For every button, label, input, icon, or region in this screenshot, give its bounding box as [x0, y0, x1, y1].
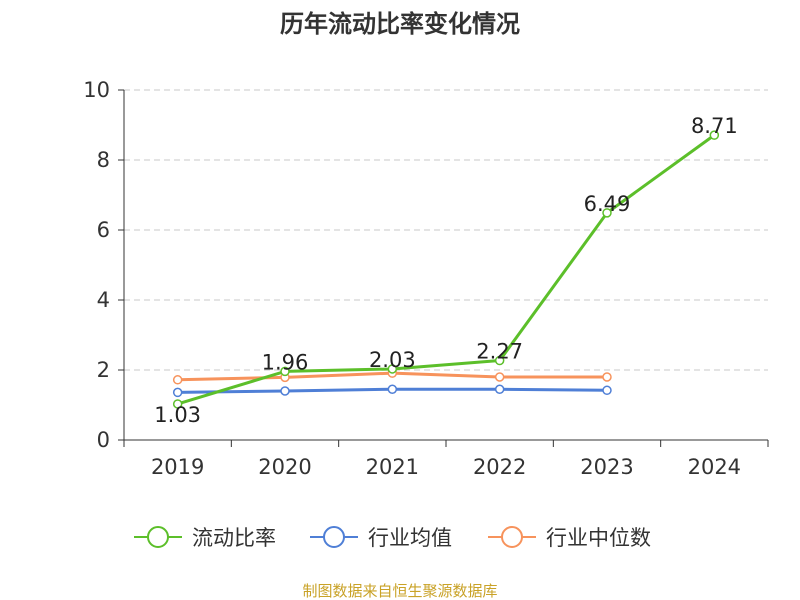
legend-item[interactable]: 行业中位数 [488, 526, 651, 550]
data-point [494, 384, 505, 394]
x-tick-label: 2022 [473, 455, 526, 479]
data-point [172, 375, 183, 385]
x-tick-label: 2024 [688, 455, 741, 479]
legend-marker [323, 526, 345, 548]
data-point [494, 355, 505, 366]
x-tick-label: 2020 [258, 455, 311, 479]
legend-label: 行业均值 [368, 526, 452, 550]
y-tick-label: 6 [97, 218, 110, 242]
data-label: 8.71 [691, 114, 738, 138]
series-line [177, 133, 716, 406]
data-label: 2.27 [476, 340, 523, 364]
data-point [602, 385, 612, 396]
data-point [280, 386, 290, 396]
grid-lines [124, 89, 768, 371]
legend-marker [147, 526, 169, 548]
data-point [387, 364, 398, 374]
data-point [602, 208, 612, 218]
y-tick-label: 8 [97, 148, 110, 172]
series-lines [172, 130, 720, 409]
legend-label: 行业中位数 [546, 526, 651, 550]
data-point [172, 399, 183, 409]
chart-title: 历年流动比率变化情况 [280, 10, 520, 38]
data-label: 1.96 [262, 350, 309, 374]
data-labels: 1.03 1.96 2.03 2.27 6.49 8.71 [154, 114, 737, 427]
data-point [602, 372, 612, 382]
x-tick-label: 2023 [580, 455, 633, 479]
data-label: 1.03 [154, 403, 201, 427]
data-point [494, 372, 505, 382]
data-point [709, 130, 720, 140]
x-tick-label: 2019 [151, 455, 204, 479]
y-tick-label: 0 [97, 428, 110, 452]
data-point [280, 366, 290, 377]
legend-label: 流动比率 [192, 526, 276, 550]
legend-marker [501, 526, 523, 548]
y-tick-label: 4 [97, 288, 110, 312]
axes: 0 2 4 6 8 10 2019 2020 2021 2022 2023 2024 [83, 78, 769, 479]
y-tick-label: 2 [97, 358, 110, 382]
data-point [387, 384, 398, 394]
legend[interactable]: 流动比率 行业均值 行业中位数 [134, 526, 651, 550]
y-tick-label: 10 [83, 78, 110, 102]
data-point [172, 387, 183, 398]
data-label: 6.49 [584, 192, 631, 216]
legend-item[interactable]: 流动比率 [134, 526, 276, 550]
legend-item[interactable]: 行业均值 [310, 526, 452, 550]
source-text: 制图数据来自恒生聚源数据库 [302, 582, 497, 600]
x-tick-label: 2021 [366, 455, 419, 479]
data-label: 2.03 [369, 348, 416, 372]
